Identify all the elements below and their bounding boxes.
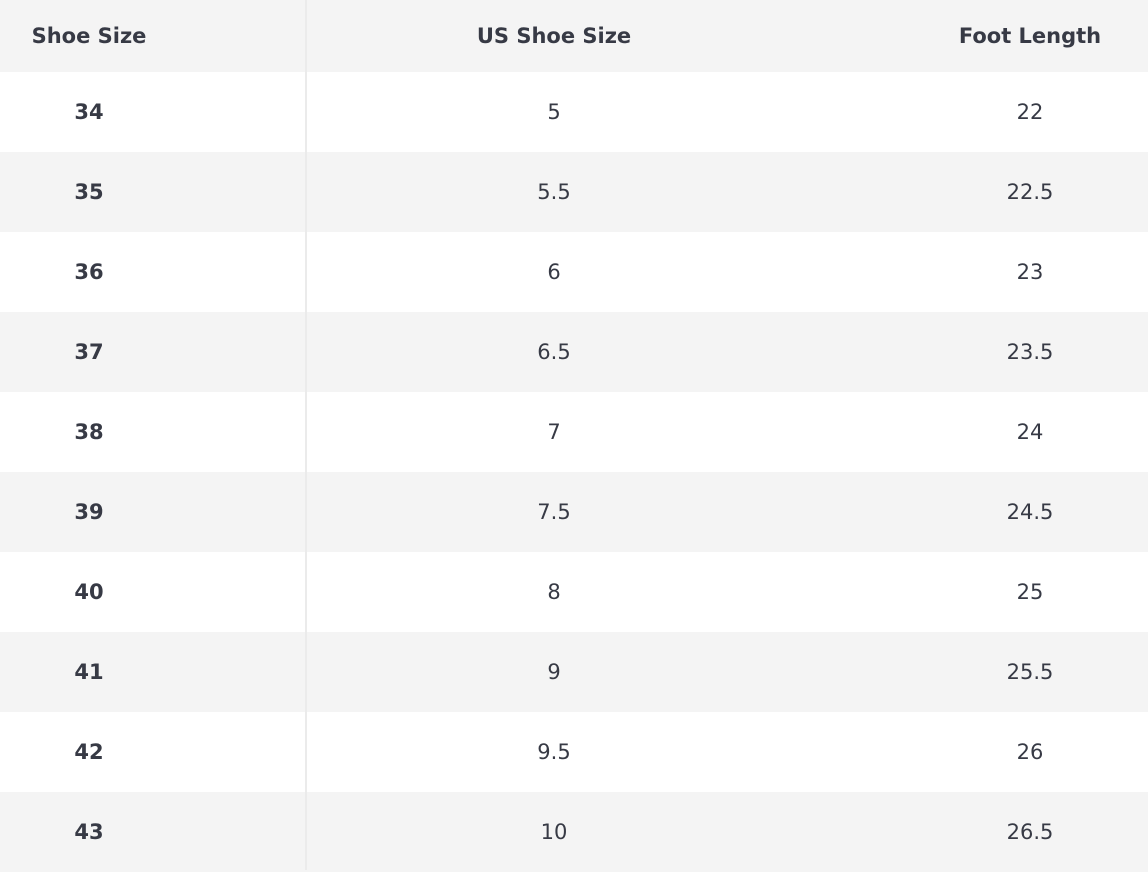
cell-foot-length: 22 <box>1016 100 1044 124</box>
cell-us-shoe-size: 6.5 <box>537 340 571 364</box>
table-row: 43 10 26.5 <box>0 792 1148 872</box>
column-divider <box>305 0 307 870</box>
table-row: 41 9 25.5 <box>0 632 1148 712</box>
table-row: 36 6 23 <box>0 232 1148 312</box>
table-row: 38 7 24 <box>0 392 1148 472</box>
cell-foot-length: 23 <box>1016 260 1044 284</box>
cell-shoe-size: 38 <box>74 420 104 444</box>
cell-foot-length: 26.5 <box>1006 820 1054 844</box>
cell-shoe-size: 37 <box>74 340 104 364</box>
cell-us-shoe-size: 8 <box>547 580 561 604</box>
cell-foot-length: 23.5 <box>1006 340 1054 364</box>
table-row: 40 8 25 <box>0 552 1148 632</box>
cell-us-shoe-size: 9.5 <box>537 740 571 764</box>
cell-shoe-size: 42 <box>74 740 104 764</box>
table-row: 37 6.5 23.5 <box>0 312 1148 392</box>
cell-foot-length: 25.5 <box>1006 660 1054 684</box>
cell-us-shoe-size: 9 <box>547 660 561 684</box>
cell-us-shoe-size: 5 <box>547 100 561 124</box>
cell-shoe-size: 34 <box>74 100 104 124</box>
cell-shoe-size: 43 <box>74 820 104 844</box>
cell-us-shoe-size: 5.5 <box>537 180 571 204</box>
cell-foot-length: 24.5 <box>1006 500 1054 524</box>
table-row: 42 9.5 26 <box>0 712 1148 792</box>
table-row: 39 7.5 24.5 <box>0 472 1148 552</box>
cell-us-shoe-size: 6 <box>547 260 561 284</box>
header-foot-length: Foot Length <box>958 24 1102 48</box>
header-us-shoe-size: US Shoe Size <box>476 24 632 48</box>
header-shoe-size: Shoe Size <box>31 24 147 48</box>
cell-shoe-size: 39 <box>74 500 104 524</box>
cell-us-shoe-size: 10 <box>540 820 568 844</box>
cell-shoe-size: 36 <box>74 260 104 284</box>
cell-foot-length: 24 <box>1016 420 1044 444</box>
cell-foot-length: 26 <box>1016 740 1044 764</box>
table-header: Shoe Size US Shoe Size Foot Length <box>0 0 1148 72</box>
cell-foot-length: 22.5 <box>1006 180 1054 204</box>
cell-foot-length: 25 <box>1016 580 1044 604</box>
cell-shoe-size: 41 <box>74 660 104 684</box>
cell-us-shoe-size: 7.5 <box>537 500 571 524</box>
cell-shoe-size: 35 <box>74 180 104 204</box>
cell-shoe-size: 40 <box>74 580 104 604</box>
table-row: 34 5 22 <box>0 72 1148 152</box>
cell-us-shoe-size: 7 <box>547 420 561 444</box>
table-row: 35 5.5 22.5 <box>0 152 1148 232</box>
